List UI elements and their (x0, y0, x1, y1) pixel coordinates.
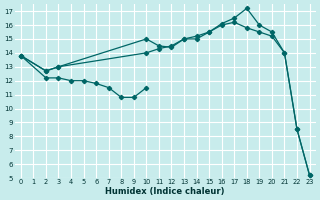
X-axis label: Humidex (Indice chaleur): Humidex (Indice chaleur) (106, 187, 225, 196)
